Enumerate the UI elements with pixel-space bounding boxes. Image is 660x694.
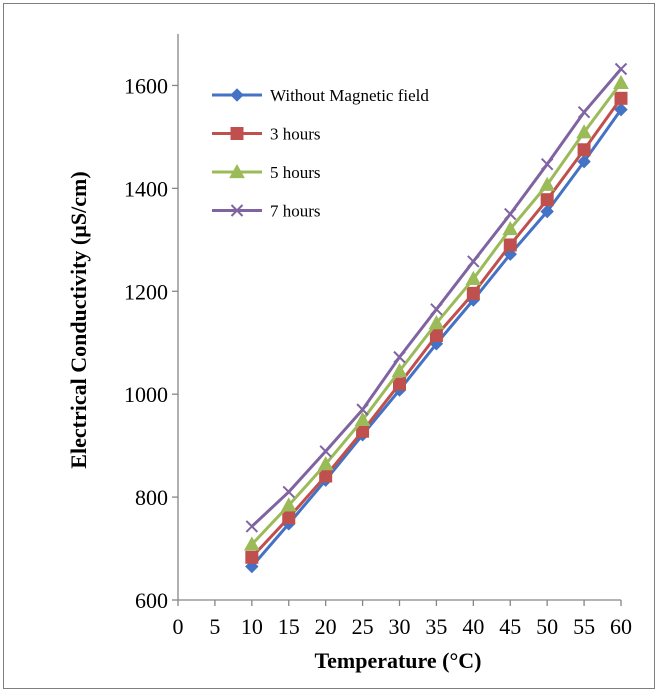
data-point bbox=[613, 74, 629, 89]
data-point bbox=[317, 456, 334, 471]
data-point bbox=[576, 124, 592, 139]
x-tick-label: 0 bbox=[173, 614, 184, 639]
data-point bbox=[577, 154, 591, 169]
data-point bbox=[391, 362, 408, 378]
y-axis-title: Electrical Conductivity (µS/cm) bbox=[66, 171, 91, 468]
data-point bbox=[429, 329, 443, 343]
x-tick-label: 55 bbox=[573, 614, 595, 639]
x-tick-label: 5 bbox=[209, 614, 220, 639]
data-point bbox=[245, 520, 259, 533]
x-axis-title: Temperature (°C) bbox=[314, 648, 481, 673]
data-point bbox=[430, 303, 443, 316]
data-point bbox=[319, 469, 333, 483]
data-point bbox=[465, 270, 482, 286]
x-tick-label: 35 bbox=[425, 614, 447, 639]
data-point bbox=[540, 204, 554, 219]
data-point bbox=[393, 350, 406, 364]
x-tick-label: 45 bbox=[499, 614, 521, 639]
y-tick-label: 1200 bbox=[124, 279, 168, 304]
data-point bbox=[504, 207, 517, 221]
data-point bbox=[577, 143, 591, 157]
data-point bbox=[428, 315, 445, 330]
legend-marker bbox=[230, 204, 244, 217]
x-tick-label: 25 bbox=[352, 614, 374, 639]
legend-marker bbox=[229, 163, 245, 179]
x-tick-label: 30 bbox=[389, 614, 411, 639]
series-3 bbox=[243, 74, 629, 551]
x-tick-label: 50 bbox=[536, 614, 558, 639]
data-point bbox=[393, 377, 406, 391]
legend-item-1: Without Magnetic field bbox=[212, 86, 429, 105]
axes: 600 800 1000 1200 1400 1600 0 5 10 15 20 25 30 35 40 45… bbox=[124, 34, 632, 639]
y-tick-label: 1000 bbox=[124, 382, 168, 407]
y-tick-label: 1600 bbox=[124, 73, 168, 98]
data-point bbox=[503, 238, 517, 252]
data-point bbox=[356, 403, 369, 416]
data-point bbox=[614, 102, 628, 117]
x-tick-label: 15 bbox=[278, 614, 300, 639]
x-tick-label: 20 bbox=[315, 614, 337, 639]
plot-series bbox=[243, 62, 629, 574]
data-point bbox=[540, 193, 554, 207]
legend-label: Without Magnetic field bbox=[270, 86, 429, 105]
x-tick-label: 10 bbox=[241, 614, 263, 639]
chart-frame: 600 800 1000 1200 1400 1600 0 5 10 15 20 25 30 35 40 45… bbox=[3, 3, 655, 689]
legend-label: 5 hours bbox=[270, 163, 321, 182]
legend-label: 7 hours bbox=[270, 202, 321, 221]
data-point bbox=[243, 536, 260, 551]
data-point bbox=[319, 445, 332, 458]
y-tick-label: 1400 bbox=[124, 176, 168, 201]
data-point bbox=[614, 62, 628, 76]
line-chart: 600 800 1000 1200 1400 1600 0 5 10 15 20 25 30 35 40 45… bbox=[66, 34, 632, 673]
data-point bbox=[577, 106, 591, 119]
legend-marker bbox=[230, 88, 244, 102]
data-point bbox=[502, 220, 519, 236]
y-tick-label: 800 bbox=[135, 485, 168, 510]
x-tick-label: 40 bbox=[462, 614, 484, 639]
legend-item-3: 5 hours bbox=[212, 163, 321, 182]
data-point bbox=[540, 157, 554, 171]
data-point bbox=[280, 497, 297, 512]
series-line bbox=[250, 81, 623, 546]
legend-item-2: 3 hours bbox=[212, 125, 321, 144]
data-point bbox=[614, 91, 628, 105]
data-point bbox=[282, 485, 295, 499]
data-point bbox=[282, 511, 296, 525]
x-tick-label: 60 bbox=[610, 614, 632, 639]
data-point bbox=[466, 286, 480, 300]
y-tick-label: 600 bbox=[135, 588, 168, 613]
series-4 bbox=[245, 62, 628, 533]
legend: Without Magnetic field 3 hours 5 hours 7 ho… bbox=[212, 86, 429, 221]
data-point bbox=[245, 550, 259, 564]
data-point bbox=[354, 411, 371, 427]
data-point bbox=[539, 176, 556, 191]
data-point bbox=[467, 255, 480, 268]
legend-label: 3 hours bbox=[270, 125, 321, 144]
legend-marker bbox=[230, 127, 244, 140]
legend-item-4: 7 hours bbox=[212, 202, 321, 221]
